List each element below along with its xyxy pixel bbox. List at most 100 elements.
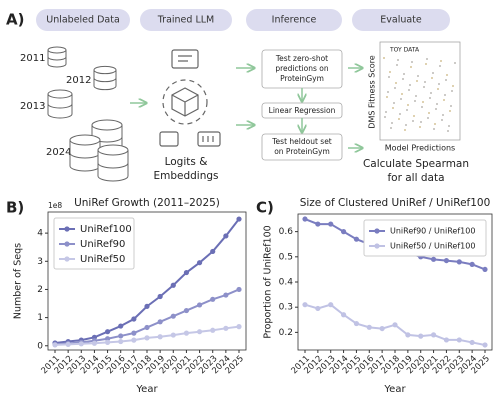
- toy-point: [401, 93, 403, 95]
- data-point: [379, 325, 385, 332]
- data-point: [157, 334, 163, 340]
- toy-point: [431, 77, 433, 79]
- data-point: [328, 221, 334, 227]
- data-point: [223, 233, 229, 239]
- data-point: [236, 216, 242, 222]
- inference-text: ProteinGym: [280, 74, 324, 83]
- toy-point: [419, 126, 421, 128]
- toy-point: [403, 73, 405, 75]
- toy-point: [408, 89, 410, 91]
- y-tick-label: 0.5: [279, 252, 293, 262]
- data-point: [443, 257, 450, 264]
- data-point: [157, 293, 163, 300]
- data-point: [469, 339, 475, 346]
- inference-text: Test zero-shot: [275, 54, 328, 63]
- x-axis-label: Year: [135, 384, 158, 395]
- evaluate-text: for all data: [387, 172, 444, 184]
- stage-header: Evaluate: [380, 15, 422, 26]
- cylinder-top: [97, 144, 129, 156]
- cylinder: [93, 70, 117, 91]
- x-axis-label: Year: [383, 384, 406, 395]
- panel-label: C): [256, 199, 274, 217]
- toy-point: [409, 84, 411, 86]
- toy-point: [423, 86, 425, 88]
- data-point: [328, 302, 334, 308]
- evaluate-text: Calculate Spearman: [363, 158, 469, 170]
- toy-point: [411, 61, 413, 63]
- toy-point: [410, 66, 412, 68]
- toy-point: [437, 88, 439, 90]
- legend-label: UniRef90: [80, 239, 125, 250]
- toy-point: [407, 104, 409, 106]
- toy-point: [384, 116, 386, 118]
- toy-point: [398, 118, 400, 120]
- legend-marker: [64, 256, 70, 262]
- toy-point: [383, 57, 385, 59]
- data-point: [118, 323, 124, 329]
- year-label: 2012: [66, 75, 91, 86]
- header-pill: [246, 9, 342, 31]
- toy-point: [445, 79, 447, 81]
- toy-point: [428, 112, 430, 114]
- y-axis-label: Number of Seqs: [13, 243, 24, 319]
- toy-point: [448, 125, 450, 127]
- data-point: [131, 337, 137, 343]
- year-label: 2024: [46, 147, 71, 158]
- cylinder-top: [93, 65, 117, 75]
- toy-point: [395, 82, 397, 84]
- toy-point: [435, 108, 437, 110]
- data-point: [91, 340, 98, 346]
- y-tick-label: 3: [37, 257, 43, 267]
- toy-point: [439, 65, 441, 67]
- data-point: [340, 229, 347, 235]
- header-pill: [352, 9, 450, 31]
- toy-point: [394, 87, 396, 89]
- toy-point: [413, 115, 415, 117]
- toy-x-label: Model Predictions: [385, 144, 455, 153]
- toy-point: [417, 75, 419, 77]
- cylinder-ring: [93, 77, 117, 83]
- legend-box: [363, 219, 487, 257]
- cylinder-top: [47, 89, 73, 99]
- stage-header: Trained LLM: [157, 15, 214, 26]
- data-point: [183, 269, 190, 276]
- data-point: [456, 337, 462, 343]
- inference-box: [261, 133, 343, 161]
- toy-point: [386, 96, 388, 98]
- cylinder-ring: [97, 162, 129, 169]
- toy-point: [391, 122, 393, 124]
- data-point: [210, 248, 216, 255]
- toy-point: [434, 123, 436, 125]
- data-point: [144, 324, 150, 331]
- legend-marker: [64, 226, 70, 232]
- y-tick-label: 0.2: [279, 328, 293, 338]
- data-point: [469, 261, 475, 267]
- toy-label: TOY DATA: [389, 47, 420, 54]
- toy-point: [406, 109, 408, 111]
- data-point: [196, 302, 203, 308]
- data-point: [482, 342, 488, 348]
- toy-point: [452, 85, 454, 87]
- toy-point: [412, 120, 414, 122]
- inference-text: predictions on: [275, 64, 329, 73]
- toy-point: [387, 91, 389, 93]
- toy-point: [436, 103, 438, 105]
- toy-point: [390, 127, 392, 129]
- toy-point: [385, 111, 387, 113]
- data-point: [196, 260, 203, 266]
- toy-point: [414, 100, 416, 102]
- data-point: [118, 338, 124, 345]
- data-point: [131, 330, 137, 336]
- data-point: [366, 324, 372, 330]
- data-point: [131, 316, 137, 322]
- toy-point: [400, 98, 402, 100]
- y-tick-label: 2: [37, 285, 43, 295]
- toy-point: [397, 59, 399, 61]
- data-point: [157, 319, 163, 325]
- data-point: [170, 282, 176, 288]
- data-point: [430, 332, 437, 338]
- chart-title: Size of Clustered UniRef / UniRef100: [300, 197, 491, 209]
- toy-point: [388, 76, 390, 78]
- data-point: [118, 333, 124, 339]
- llm-output: Logits &: [165, 156, 208, 168]
